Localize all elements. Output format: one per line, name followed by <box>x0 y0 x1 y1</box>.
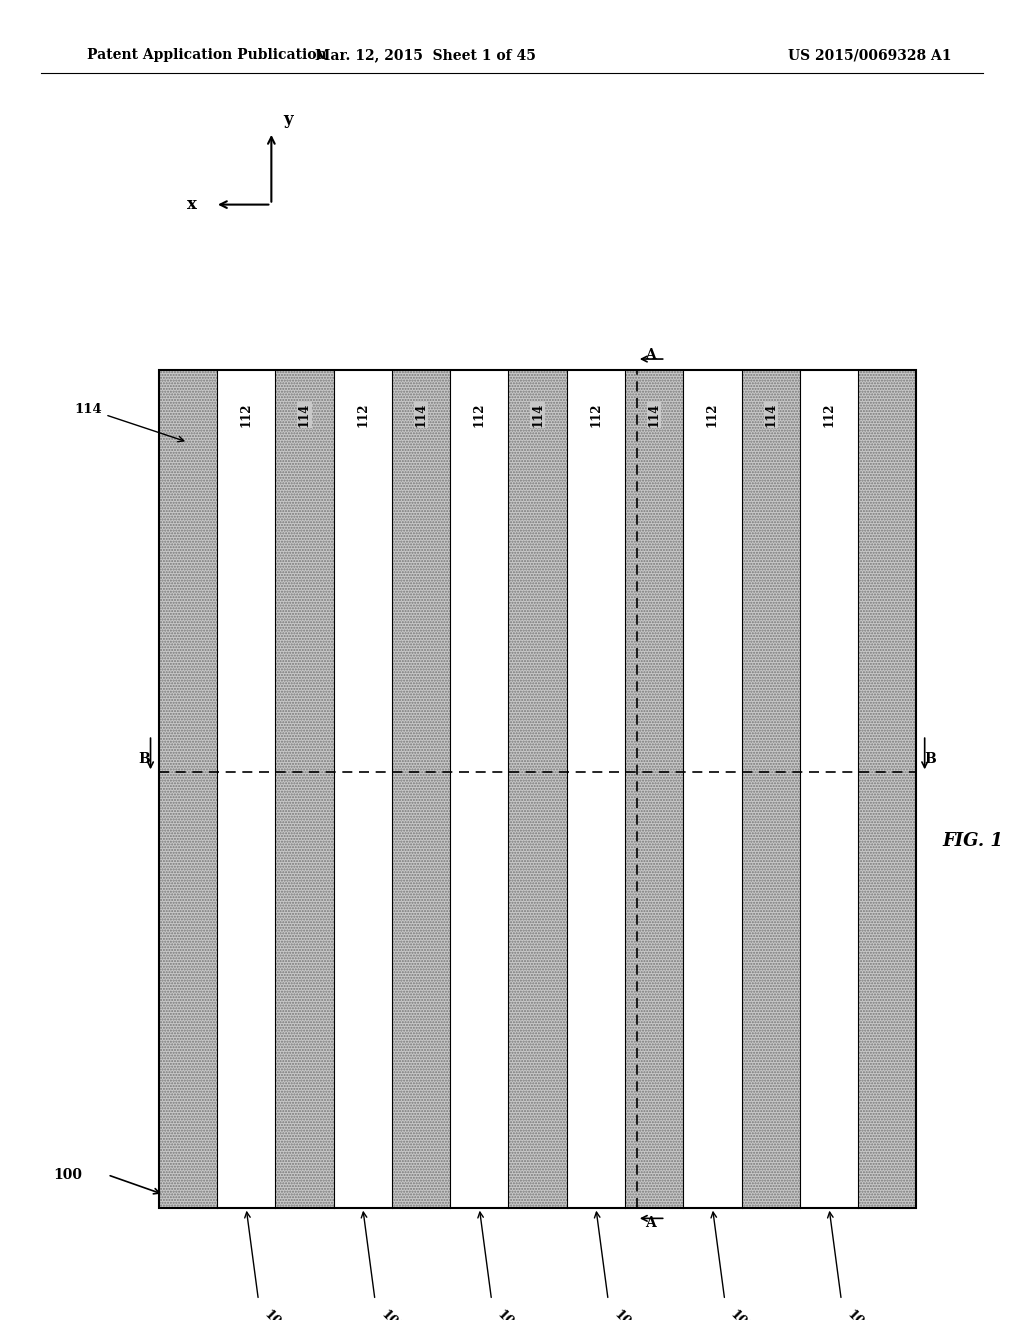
Bar <box>858 370 916 1208</box>
Text: B: B <box>139 751 151 766</box>
Text: 112: 112 <box>590 403 602 428</box>
Bar <box>275 370 334 1208</box>
Bar <box>625 370 683 1208</box>
Text: 112: 112 <box>706 403 719 428</box>
Bar <box>509 370 566 1208</box>
Text: 102e: 102e <box>728 1308 761 1320</box>
Text: 100: 100 <box>53 1168 82 1181</box>
Text: 112: 112 <box>240 403 253 428</box>
Text: A: A <box>645 1216 655 1230</box>
Bar <box>217 370 275 1208</box>
Bar <box>392 370 451 1208</box>
Text: 114: 114 <box>415 403 428 426</box>
Text: 102b: 102b <box>378 1308 412 1320</box>
Text: Patent Application Publication: Patent Application Publication <box>87 49 327 62</box>
Bar <box>741 370 800 1208</box>
Bar <box>159 370 916 1208</box>
Text: x: x <box>186 197 197 213</box>
Bar <box>159 370 217 1208</box>
Text: 114: 114 <box>75 403 183 442</box>
Text: y: y <box>284 111 293 128</box>
Bar <box>509 370 566 1208</box>
Text: US 2015/0069328 A1: US 2015/0069328 A1 <box>788 49 952 62</box>
Bar <box>800 370 858 1208</box>
Text: A: A <box>645 347 655 362</box>
Text: Mar. 12, 2015  Sheet 1 of 45: Mar. 12, 2015 Sheet 1 of 45 <box>314 49 536 62</box>
Bar <box>451 370 509 1208</box>
Text: 114: 114 <box>764 403 777 426</box>
Text: 112: 112 <box>473 403 485 428</box>
Text: B: B <box>925 751 936 766</box>
Text: FIG. 1: FIG. 1 <box>942 832 1002 850</box>
Bar <box>566 370 625 1208</box>
Text: 114: 114 <box>298 403 311 426</box>
Text: 102a: 102a <box>261 1308 295 1320</box>
Bar <box>625 370 683 1208</box>
Text: 114: 114 <box>647 403 660 426</box>
Text: 112: 112 <box>822 403 836 428</box>
Bar <box>334 370 392 1208</box>
Text: 102f: 102f <box>845 1308 876 1320</box>
Bar <box>392 370 451 1208</box>
Bar <box>275 370 334 1208</box>
Bar <box>858 370 916 1208</box>
Bar <box>741 370 800 1208</box>
Bar <box>683 370 741 1208</box>
Text: 114: 114 <box>531 403 544 426</box>
Bar <box>159 370 217 1208</box>
Text: 112: 112 <box>356 403 370 428</box>
Text: 102d: 102d <box>611 1308 645 1320</box>
Text: 102c: 102c <box>495 1308 527 1320</box>
